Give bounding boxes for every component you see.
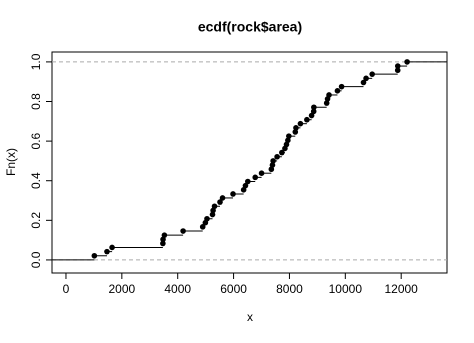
- x-axis-label: x: [247, 310, 253, 324]
- point: [310, 108, 317, 115]
- point: [161, 232, 168, 238]
- point: [323, 100, 330, 106]
- point: [338, 83, 345, 90]
- x-tick-label: 4000: [164, 282, 191, 296]
- point: [369, 71, 375, 77]
- point: [204, 215, 210, 222]
- point: [258, 170, 265, 176]
- x-tick-label: 6000: [220, 282, 247, 296]
- point: [311, 104, 317, 111]
- chart-title: ecdf(rock$area): [198, 19, 302, 35]
- point: [269, 162, 276, 168]
- x-tick-label: 10000: [329, 282, 363, 296]
- point: [334, 88, 341, 94]
- point: [270, 158, 276, 164]
- point: [404, 59, 410, 65]
- point: [211, 203, 218, 210]
- point: [297, 120, 304, 127]
- point: [244, 178, 251, 185]
- point: [104, 248, 110, 255]
- point: [326, 92, 332, 98]
- point: [230, 191, 236, 197]
- point: [242, 182, 249, 189]
- point: [293, 125, 299, 131]
- y-tick-label: 0.0: [29, 251, 43, 268]
- point: [217, 199, 223, 205]
- y-tick-label: 1.0: [29, 53, 43, 70]
- point: [394, 63, 401, 69]
- y-tick-label: 0.2: [29, 212, 43, 229]
- y-tick-label: 0.4: [29, 172, 43, 189]
- point: [180, 228, 186, 234]
- point: [292, 129, 299, 135]
- point: [209, 211, 216, 218]
- point: [252, 174, 259, 181]
- y-axis-label: Fn(x): [4, 148, 18, 176]
- point: [274, 153, 280, 160]
- point: [199, 224, 206, 230]
- y-tick-label: 0.8: [29, 93, 43, 110]
- point: [394, 67, 401, 74]
- x-tick-label: 0: [63, 282, 70, 296]
- y-tick-label: 0.6: [29, 132, 43, 149]
- point: [91, 252, 98, 259]
- point: [219, 195, 226, 201]
- x-tick-label: 8000: [276, 282, 303, 296]
- point: [363, 75, 369, 82]
- x-tick-label: 2000: [108, 282, 135, 296]
- point: [308, 112, 315, 119]
- point: [279, 149, 285, 156]
- point: [286, 133, 292, 139]
- point: [360, 79, 367, 86]
- x-tick-label: 12000: [384, 282, 418, 296]
- point: [109, 244, 115, 251]
- point: [304, 116, 310, 123]
- point: [160, 240, 166, 247]
